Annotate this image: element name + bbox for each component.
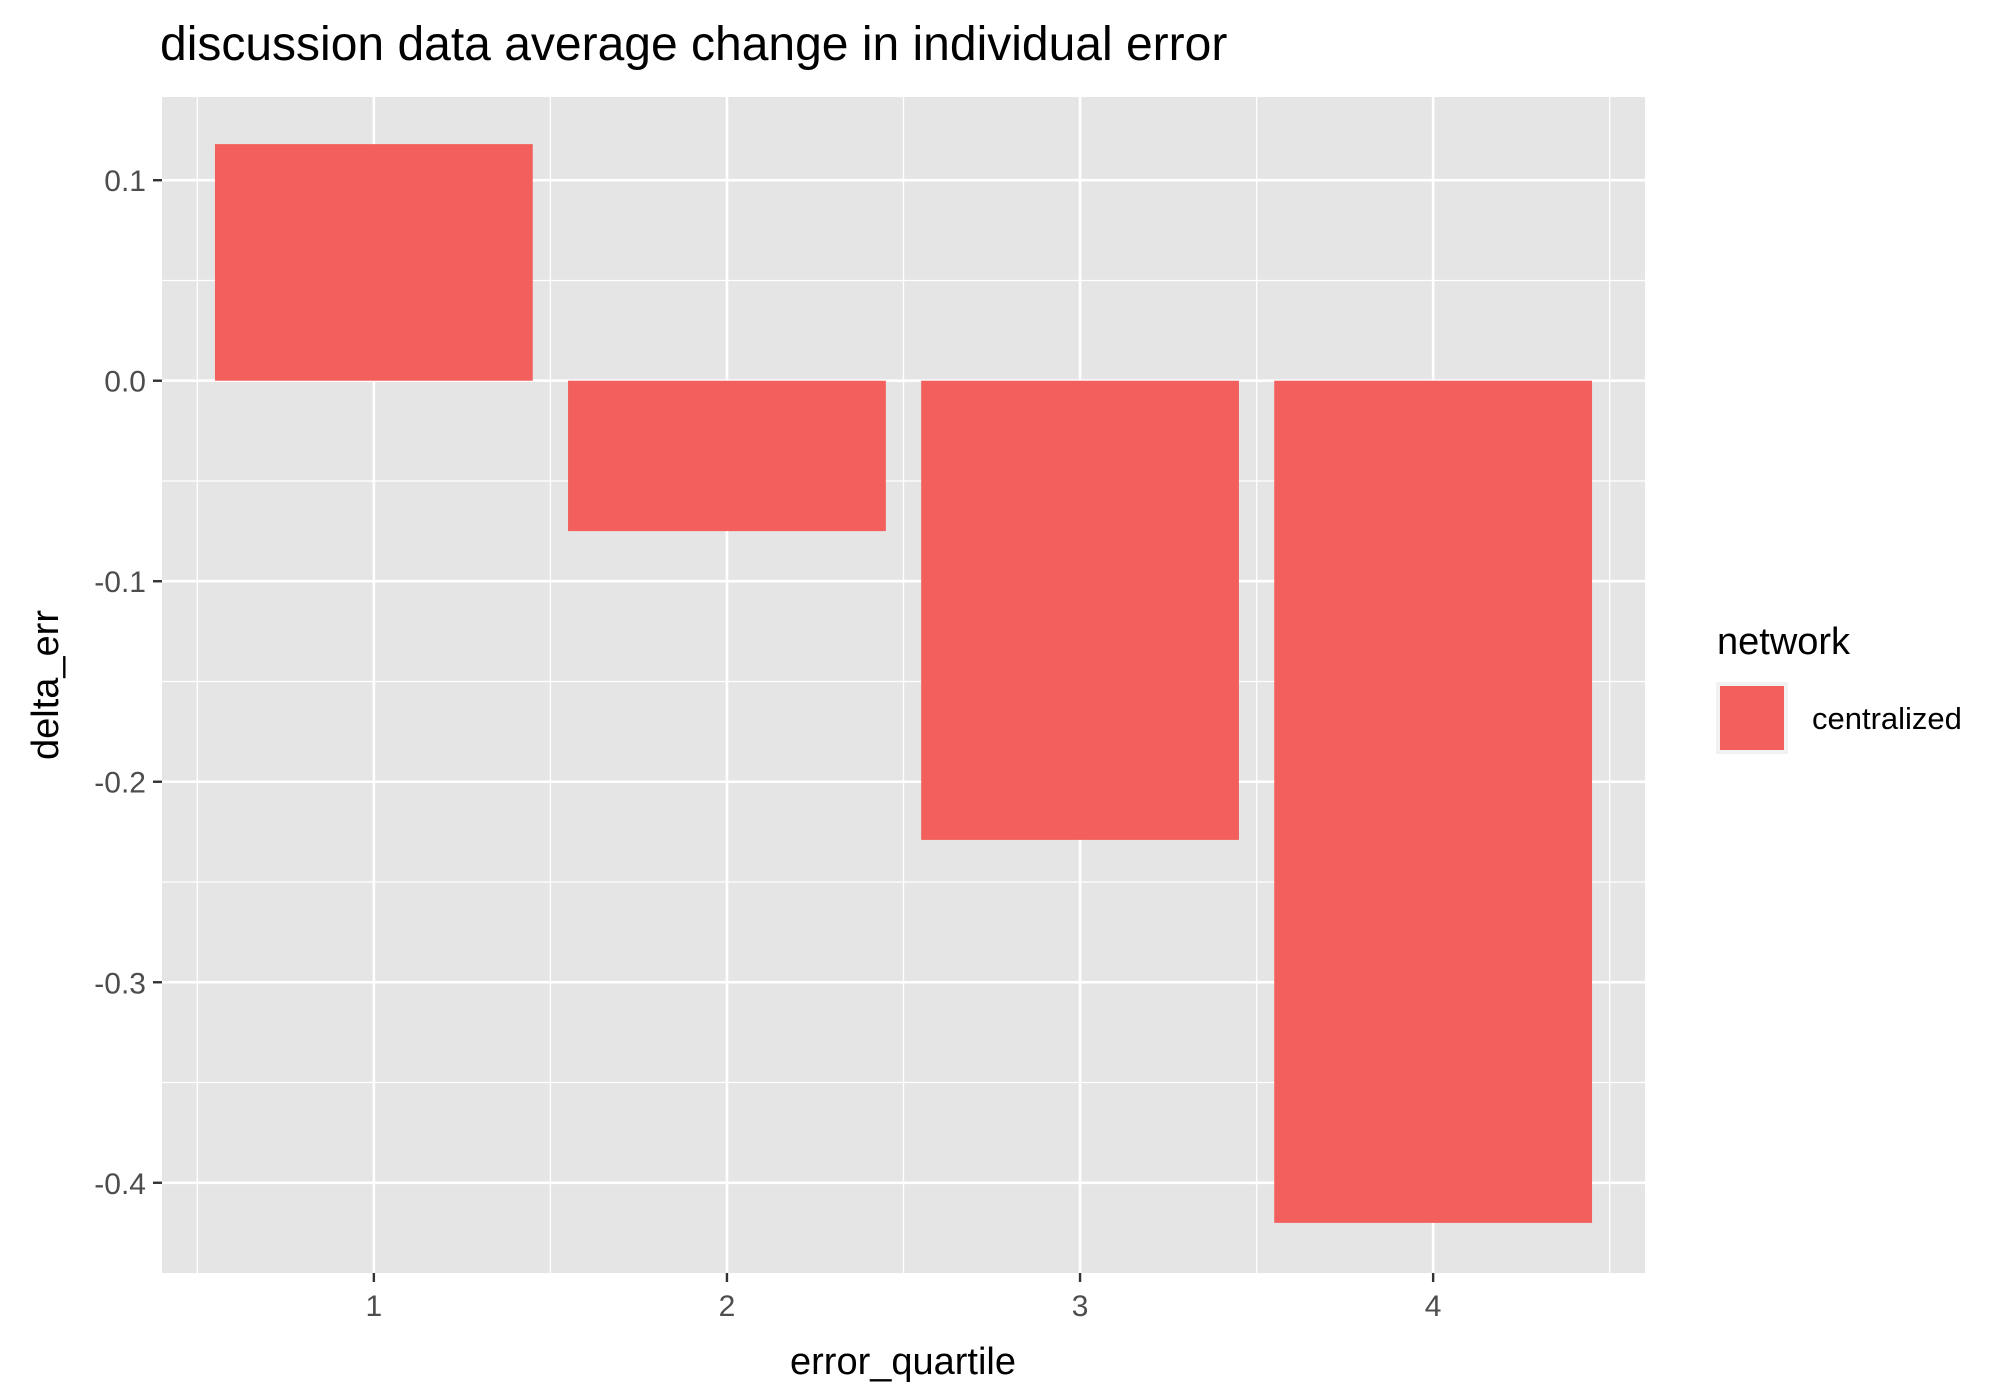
y-tick-label: -0.2 <box>94 767 146 800</box>
x-tick-label: 4 <box>1425 1290 1442 1323</box>
y-axis: 0.1 0.0 -0.1 -0.2 -0.3 -0.4 <box>94 165 162 1201</box>
x-axis-title: error_quartile <box>790 1341 1016 1383</box>
y-tick-label: -0.1 <box>94 566 146 599</box>
bars <box>214 144 1593 1223</box>
bar-quartile-2 <box>568 380 886 532</box>
y-tick-label: -0.3 <box>94 967 146 1000</box>
bar-quartile-3 <box>921 380 1239 840</box>
x-tick-label: 2 <box>719 1290 736 1323</box>
y-tick-label: -0.4 <box>94 1168 146 1201</box>
chart-title: discussion data average change in indivi… <box>160 18 1227 71</box>
legend-key-swatch <box>1720 686 1784 750</box>
legend: network centralized <box>1716 621 1962 754</box>
y-tick-label: 0.1 <box>104 165 146 198</box>
minor-gridlines <box>162 97 1645 1273</box>
y-tick-label: 0.0 <box>104 366 146 399</box>
bar-quartile-1 <box>214 144 533 381</box>
bar-quartile-4 <box>1274 380 1593 1223</box>
y-axis-title: delta_err <box>25 610 67 760</box>
legend-label: centralized <box>1812 701 1962 736</box>
legend-title: network <box>1717 621 1851 663</box>
x-tick-label: 1 <box>366 1290 383 1323</box>
x-tick-label: 3 <box>1072 1290 1089 1323</box>
x-axis: 1 2 3 4 <box>366 1273 1442 1323</box>
